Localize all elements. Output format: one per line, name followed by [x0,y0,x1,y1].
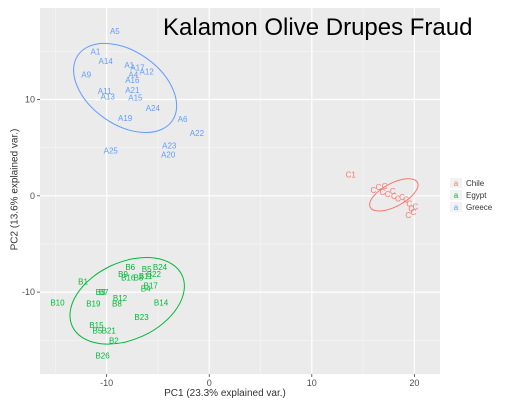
point-label-greece: A13 [101,93,116,102]
point-label-chile: C [395,195,401,204]
ellipse-chile [369,178,419,212]
point-label-egypt: B11 [139,272,153,281]
point-label-egypt: B5 [93,327,103,336]
legend-key-egypt: a [450,190,462,200]
point-label-chile: C [376,183,382,192]
point-label-chile: C [390,187,396,196]
point-label-greece: A1 [124,61,134,70]
y-axis-label: PC2 (13.6% explained var.) [9,128,21,251]
point-label-egypt: B8 [112,300,122,309]
point-label-chile: C [382,182,388,191]
point-label-egypt: B5 [142,265,152,274]
legend-label-greece: Greece [466,202,493,212]
point-label-greece: A24 [146,104,161,113]
point-label-greece: A21 [125,86,140,95]
legend: a Chile a Egypt a Greece [450,177,492,213]
point-label-greece: A25 [104,147,119,156]
point-label-greece: A20 [161,150,176,159]
confidence-ellipses [69,42,419,345]
x-tick-label: 10 [307,378,317,388]
point-label-greece: A17 [130,64,145,73]
x-tick-label: 20 [409,378,419,388]
point-label-egypt: B9 [118,270,128,279]
point-label-chile: C [380,188,386,197]
legend-item-chile: a Chile [450,177,492,189]
point-label-greece: A11 [98,87,112,96]
point-label-egypt: B23 [134,313,149,322]
axis-ticks: -10 0 10 20 -10 0 10 [22,95,419,389]
legend-label-chile: Chile [466,178,485,188]
point-label-egypt: B14 [154,299,169,308]
x-axis-label: PC1 (23.3% explained var.) [164,388,286,399]
x-tick-label: 0 [207,378,212,388]
point-label-egypt: B3 [96,288,106,297]
point-label-chile: C [391,192,397,201]
x-tick-label: -10 [100,378,113,388]
point-label-egypt: B17 [144,281,159,290]
point-label-egypt: B8 [134,274,144,283]
legend-key-chile: a [450,178,462,188]
point-label-egypt: B7 [99,288,109,297]
point-label-egypt: B10 [50,299,65,308]
point-label-greece: A9 [81,70,91,79]
point-label-greece: A14 [99,57,114,66]
point-label-chile: C1 [346,171,357,180]
point-label-egypt: B21 [102,327,117,336]
point-label-egypt: B24 [153,263,168,272]
point-label-chile: C [399,193,405,202]
point-label-chile: C [406,200,412,209]
point-label-egypt: B19 [86,300,101,309]
point-label-egypt: B2 [109,336,119,345]
point-label-chile: C [385,190,391,199]
point-label-greece: A23 [162,142,177,151]
point-label-chile: C [370,186,376,195]
point-label-egypt: B26 [95,352,110,361]
point-label-chile: C [403,196,409,205]
point-label-greece: A6 [178,115,188,124]
point-label-greece: A1 [90,47,100,56]
legend-item-greece: a Greece [450,201,492,213]
legend-label-egypt: Egypt [466,190,487,200]
point-label-greece: A16 [125,76,140,85]
point-label-egypt: B15 [89,321,104,330]
point-label-egypt: B12 [113,294,128,303]
ellipse-egypt [69,257,185,345]
y-tick-label: 10 [25,95,35,105]
point-label-greece: A22 [190,129,205,138]
legend-item-egypt: a Egypt [450,189,492,201]
point-label-egypt: B1 [78,278,88,287]
point-label-greece: A19 [118,114,133,123]
chart-title: Kalamon Olive Drupes Fraud [163,14,473,41]
point-label-greece: A5 [110,27,120,36]
point-label-greece: A12 [140,68,155,77]
legend-key-greece: a [450,202,462,212]
grid-lines [40,8,440,374]
point-label-greece: A15 [128,94,143,103]
ellipse-greece [73,42,178,133]
y-tick-label: -10 [22,287,35,297]
point-label-chile: C [410,208,416,217]
point-label-egypt: B4 [141,284,151,293]
point-label-chile: C [408,204,414,213]
point-label-chile: C [405,211,411,220]
point-label-egypt: B22 [147,270,162,279]
point-label-egypt: B6 [125,263,135,272]
point-label-greece: A4 [128,70,138,79]
point-label-egypt: B16 [121,274,136,283]
y-tick-label: 0 [30,191,35,201]
point-label-chile: C [412,202,418,211]
